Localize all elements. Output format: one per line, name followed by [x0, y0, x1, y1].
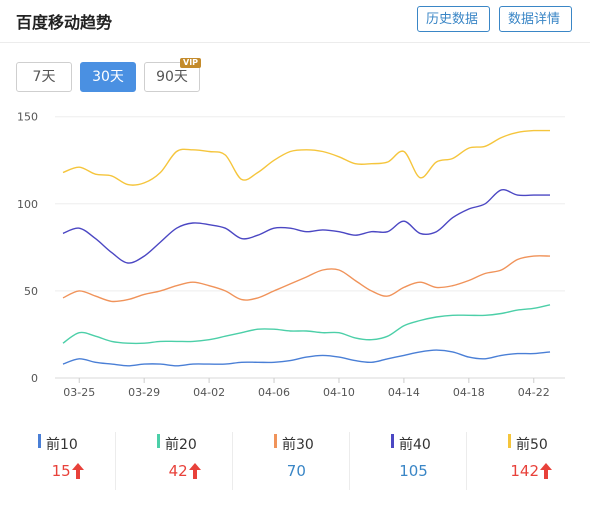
legend-color-bar — [274, 434, 277, 448]
y-tick-label: 50 — [24, 285, 38, 298]
page-title: 百度移动趋势 — [16, 13, 113, 32]
summary-label: 前30 — [282, 437, 314, 453]
series-line-2 — [62, 304, 551, 345]
summary-value: 105 — [399, 462, 428, 480]
summary-item: 前30 70 — [234, 428, 351, 492]
y-tick-label: 100 — [17, 198, 38, 211]
x-tick-label: 03-29 — [128, 386, 160, 399]
vip-badge: VIP — [180, 58, 202, 68]
x-tick-label: 04-10 — [323, 386, 355, 399]
summary-panel: 前10 15 前20 42 前30 70 前40 105 前50 142 — [0, 428, 590, 492]
summary-divider — [115, 432, 116, 490]
trend-up-arrow-icon — [189, 463, 201, 479]
x-tick-label: 04-06 — [258, 386, 290, 399]
series-line-1 — [62, 349, 551, 367]
header: 百度移动趋势 历史数据 数据详情 — [0, 0, 590, 43]
x-tick-label: 04-14 — [388, 386, 420, 399]
summary-label: 前10 — [46, 437, 78, 453]
series-lines — [62, 129, 551, 367]
summary-item: 前40 105 — [351, 428, 468, 492]
grid-lines — [55, 116, 565, 379]
summary-item: 前20 42 — [117, 428, 234, 492]
trend-line-chart: 0 50 100 150 03-25 03-29 04-02 04-06 04-10 04-14… — [17, 111, 565, 399]
summary-label: 前20 — [165, 437, 197, 453]
summary-value: 142 — [510, 462, 540, 480]
summary-value: 15 — [51, 462, 71, 480]
range-30-days-button[interactable]: 30天 — [80, 62, 136, 92]
series-line-4 — [62, 188, 550, 264]
legend-color-bar — [38, 434, 41, 448]
y-axis-ticks: 0 50 100 150 — [17, 111, 38, 385]
x-tick-label: 04-22 — [518, 386, 550, 399]
legend-color-bar — [157, 434, 160, 448]
summary-value: 70 — [286, 462, 306, 480]
summary-item: 前50 142 — [468, 428, 585, 492]
summary-divider — [466, 432, 467, 490]
x-tick-label: 04-18 — [453, 386, 485, 399]
data-detail-button[interactable]: 数据详情 — [499, 6, 572, 32]
x-tick-label: 04-02 — [193, 386, 225, 399]
x-axis-ticks: 03-25 03-29 04-02 04-06 04-10 04-14 04-18 04-22 — [63, 378, 550, 399]
trend-up-arrow-icon — [540, 463, 552, 479]
x-tick-label: 03-25 — [63, 386, 95, 399]
y-tick-label: 150 — [17, 111, 38, 124]
summary-divider — [349, 432, 350, 490]
trend-up-arrow-icon — [72, 463, 84, 479]
legend-color-bar — [508, 434, 511, 448]
history-data-button[interactable]: 历史数据 — [417, 6, 490, 32]
summary-label: 前40 — [399, 437, 431, 453]
summary-item: 前10 15 — [0, 428, 117, 492]
summary-divider — [232, 432, 233, 490]
summary-label: 前50 — [516, 437, 548, 453]
legend-color-bar — [391, 434, 394, 448]
summary-value: 42 — [168, 462, 188, 480]
series-line-5 — [62, 129, 551, 186]
y-tick-label: 0 — [31, 372, 38, 385]
range-7-days-button[interactable]: 7天 — [16, 62, 72, 92]
series-line-3 — [62, 255, 551, 303]
